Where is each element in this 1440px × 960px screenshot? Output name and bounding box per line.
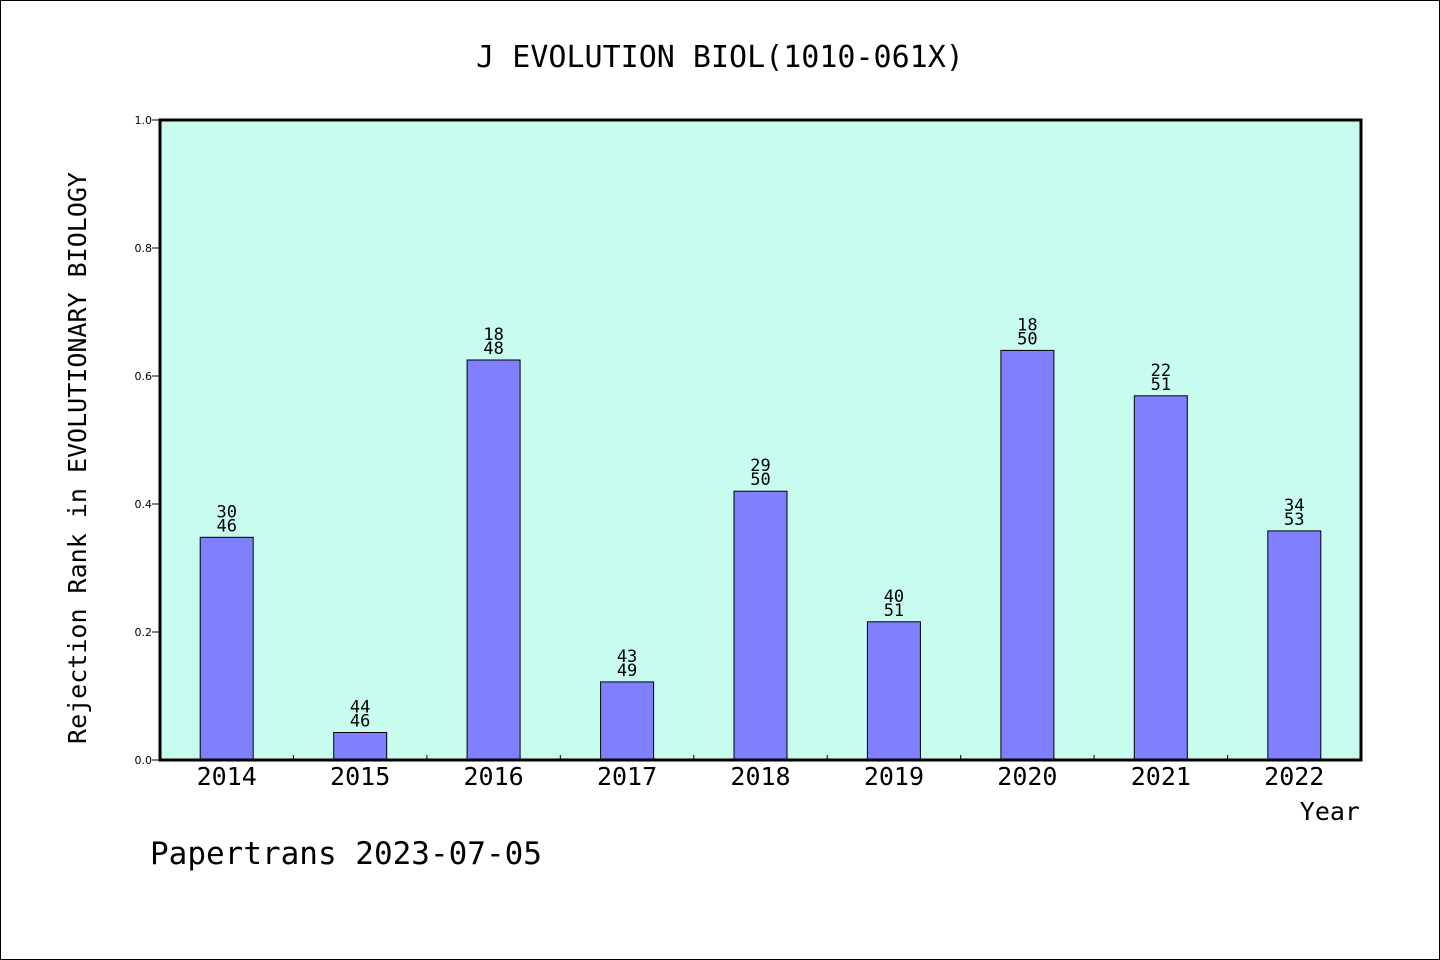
y-tick-label: 0.0: [135, 754, 153, 767]
bar-label-bottom-2014: 46: [216, 516, 236, 536]
footer-text: Papertrans 2023-07-05: [150, 836, 542, 872]
bar-label-top-2022: 34: [1284, 496, 1304, 516]
x-axis-label: Year: [1300, 797, 1360, 826]
bar-2015: [333, 732, 388, 761]
bar-label-top-2018: 29: [750, 456, 770, 476]
bar-2016: [466, 359, 521, 761]
bar-label-bottom-2021: 51: [1151, 375, 1171, 395]
y-tick-label: 0.8: [135, 242, 153, 255]
chart-title: J EVOLUTION BIOL(1010-061X): [476, 40, 964, 75]
bar-label-top-2019: 40: [884, 587, 904, 607]
plot-border: [158, 118, 1363, 762]
x-tick-label-2019: 2019: [864, 762, 924, 791]
bar-label-bottom-2022: 53: [1284, 510, 1304, 530]
x-tick-label-2020: 2020: [997, 762, 1057, 791]
bar-label-bottom-2019: 51: [884, 601, 904, 621]
x-tick-label-2021: 2021: [1131, 762, 1191, 791]
x-tick-label-2016: 2016: [464, 762, 524, 791]
bar-2022: [1267, 530, 1322, 761]
y-tick-label: 0.6: [135, 370, 153, 383]
bar-2020: [1000, 349, 1055, 761]
x-tick-label-2015: 2015: [330, 762, 390, 791]
bar-2018: [733, 490, 788, 761]
bar-label-bottom-2015: 46: [350, 712, 370, 732]
bar-2017: [600, 681, 655, 761]
bar-label-top-2014: 30: [216, 502, 236, 522]
bar-label-top-2021: 22: [1151, 361, 1171, 381]
bar-2019: [866, 621, 921, 761]
bar-label-bottom-2018: 50: [750, 470, 770, 490]
bar-label-top-2020: 18: [1017, 315, 1037, 335]
bar-label-top-2016: 18: [483, 325, 503, 345]
x-tick-label-2018: 2018: [730, 762, 790, 791]
y-tick-label: 1.0: [135, 114, 153, 127]
y-tick-label: 0.2: [135, 626, 153, 639]
bar-label-bottom-2016: 48: [483, 339, 503, 359]
bar-label-bottom-2020: 50: [1017, 329, 1037, 349]
bar-label-top-2015: 44: [350, 698, 370, 718]
x-tick-label-2014: 2014: [197, 762, 257, 791]
bar-2021: [1133, 395, 1188, 761]
y-tick-label: 0.4: [135, 498, 153, 511]
bar-2014: [199, 536, 254, 761]
bar-label-top-2017: 43: [617, 647, 637, 667]
y-axis-label: Rejection Rank in EVOLUTIONARY BIOLOGY: [63, 172, 92, 744]
x-tick-label-2017: 2017: [597, 762, 657, 791]
x-tick-label-2022: 2022: [1264, 762, 1324, 791]
bar-label-bottom-2017: 49: [617, 661, 637, 681]
